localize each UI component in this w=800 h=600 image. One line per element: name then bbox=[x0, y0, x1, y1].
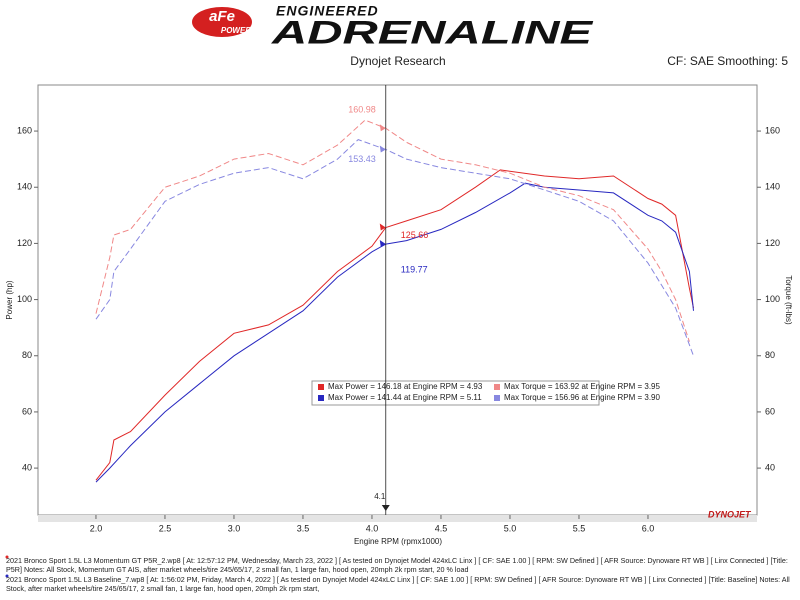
x-tick-label: 2.5 bbox=[159, 523, 172, 533]
cursor-value-label: 160.98 bbox=[348, 105, 376, 115]
note-marker bbox=[5, 574, 9, 578]
y-tick-label: 60 bbox=[22, 406, 32, 416]
y2-tick-label: 40 bbox=[765, 462, 775, 472]
series-line bbox=[95, 182, 694, 483]
y-axis-title: Power (hp) bbox=[5, 280, 14, 319]
legend-label: Max Torque = 163.92 at Engine RPM = 3.95 bbox=[504, 382, 661, 391]
y2-tick-label: 160 bbox=[765, 125, 780, 135]
cursor-x-label: 4.1 bbox=[374, 492, 386, 501]
y2-tick-label: 120 bbox=[765, 238, 780, 248]
x-tick-label: 6.0 bbox=[642, 523, 655, 533]
cursor-value-label: 153.43 bbox=[348, 154, 376, 164]
y2-tick-label: 100 bbox=[765, 294, 780, 304]
y-tick-label: 80 bbox=[22, 350, 32, 360]
legend-swatch bbox=[494, 395, 500, 401]
logo: aFe bbox=[209, 8, 235, 25]
y-tick-label: 160 bbox=[17, 125, 32, 135]
x-tick-label: 5.5 bbox=[573, 523, 586, 533]
y2-tick-label: 140 bbox=[765, 182, 780, 192]
x-tick-label: 4.0 bbox=[366, 523, 379, 533]
x-axis-band bbox=[38, 515, 757, 522]
y2-tick-label: 80 bbox=[765, 350, 775, 360]
x-tick-label: 3.5 bbox=[297, 523, 310, 533]
brand: DYNOJET bbox=[708, 509, 752, 519]
y2-axis-title: Torque (ft-lbs) bbox=[784, 275, 793, 325]
legend-label: Max Power = 141.44 at Engine RPM = 5.11 bbox=[328, 393, 482, 402]
x-tick-label: 3.0 bbox=[228, 523, 241, 533]
title: ADRENALINE bbox=[270, 14, 594, 50]
legend-label: Max Power = 146.18 at Engine RPM = 4.93 bbox=[328, 382, 483, 391]
tagline: ENGINEERED bbox=[276, 3, 379, 19]
cursor-marker bbox=[379, 240, 386, 248]
x-tick-label: 4.5 bbox=[435, 523, 448, 533]
cursor-marker bbox=[379, 124, 386, 132]
note: 2021 Bronco Sport 1.5L L3 Momentum GT P5… bbox=[6, 556, 788, 574]
y-tick-label: 140 bbox=[17, 182, 32, 192]
legend-swatch bbox=[494, 384, 500, 390]
cursor-value-label: 119.77 bbox=[401, 264, 428, 274]
x-axis-title: Engine RPM (rpmx1000) bbox=[354, 537, 442, 546]
logo-badge bbox=[192, 7, 252, 37]
cursor-marker bbox=[379, 145, 386, 153]
cursor-marker bbox=[379, 223, 386, 231]
cursor-value-label: 125.66 bbox=[401, 230, 429, 240]
note-marker bbox=[5, 555, 9, 559]
legend-swatch bbox=[318, 395, 324, 401]
y-tick-label: 100 bbox=[17, 294, 32, 304]
x-tick-label: 5.0 bbox=[504, 523, 517, 533]
y-tick-label: 40 bbox=[22, 462, 32, 472]
subtitle: Dynojet Research bbox=[350, 54, 445, 68]
note: 2021 Bronco Sport 1.5L L3 Baseline_7.wp8… bbox=[6, 575, 790, 593]
y2-tick-label: 60 bbox=[765, 406, 775, 416]
legend-label: Max Torque = 156.96 at Engine RPM = 3.90 bbox=[504, 393, 661, 402]
logo-sub: POWER bbox=[221, 26, 251, 35]
y-tick-label: 120 bbox=[17, 238, 32, 248]
legend-swatch bbox=[318, 384, 324, 390]
plot-frame bbox=[37, 84, 758, 516]
cursor-x-marker bbox=[381, 505, 390, 511]
settings: CF: SAE Smoothing: 5 bbox=[667, 54, 788, 68]
legend-box bbox=[311, 380, 600, 406]
series-line bbox=[95, 169, 694, 481]
x-tick-label: 2.0 bbox=[90, 523, 103, 533]
